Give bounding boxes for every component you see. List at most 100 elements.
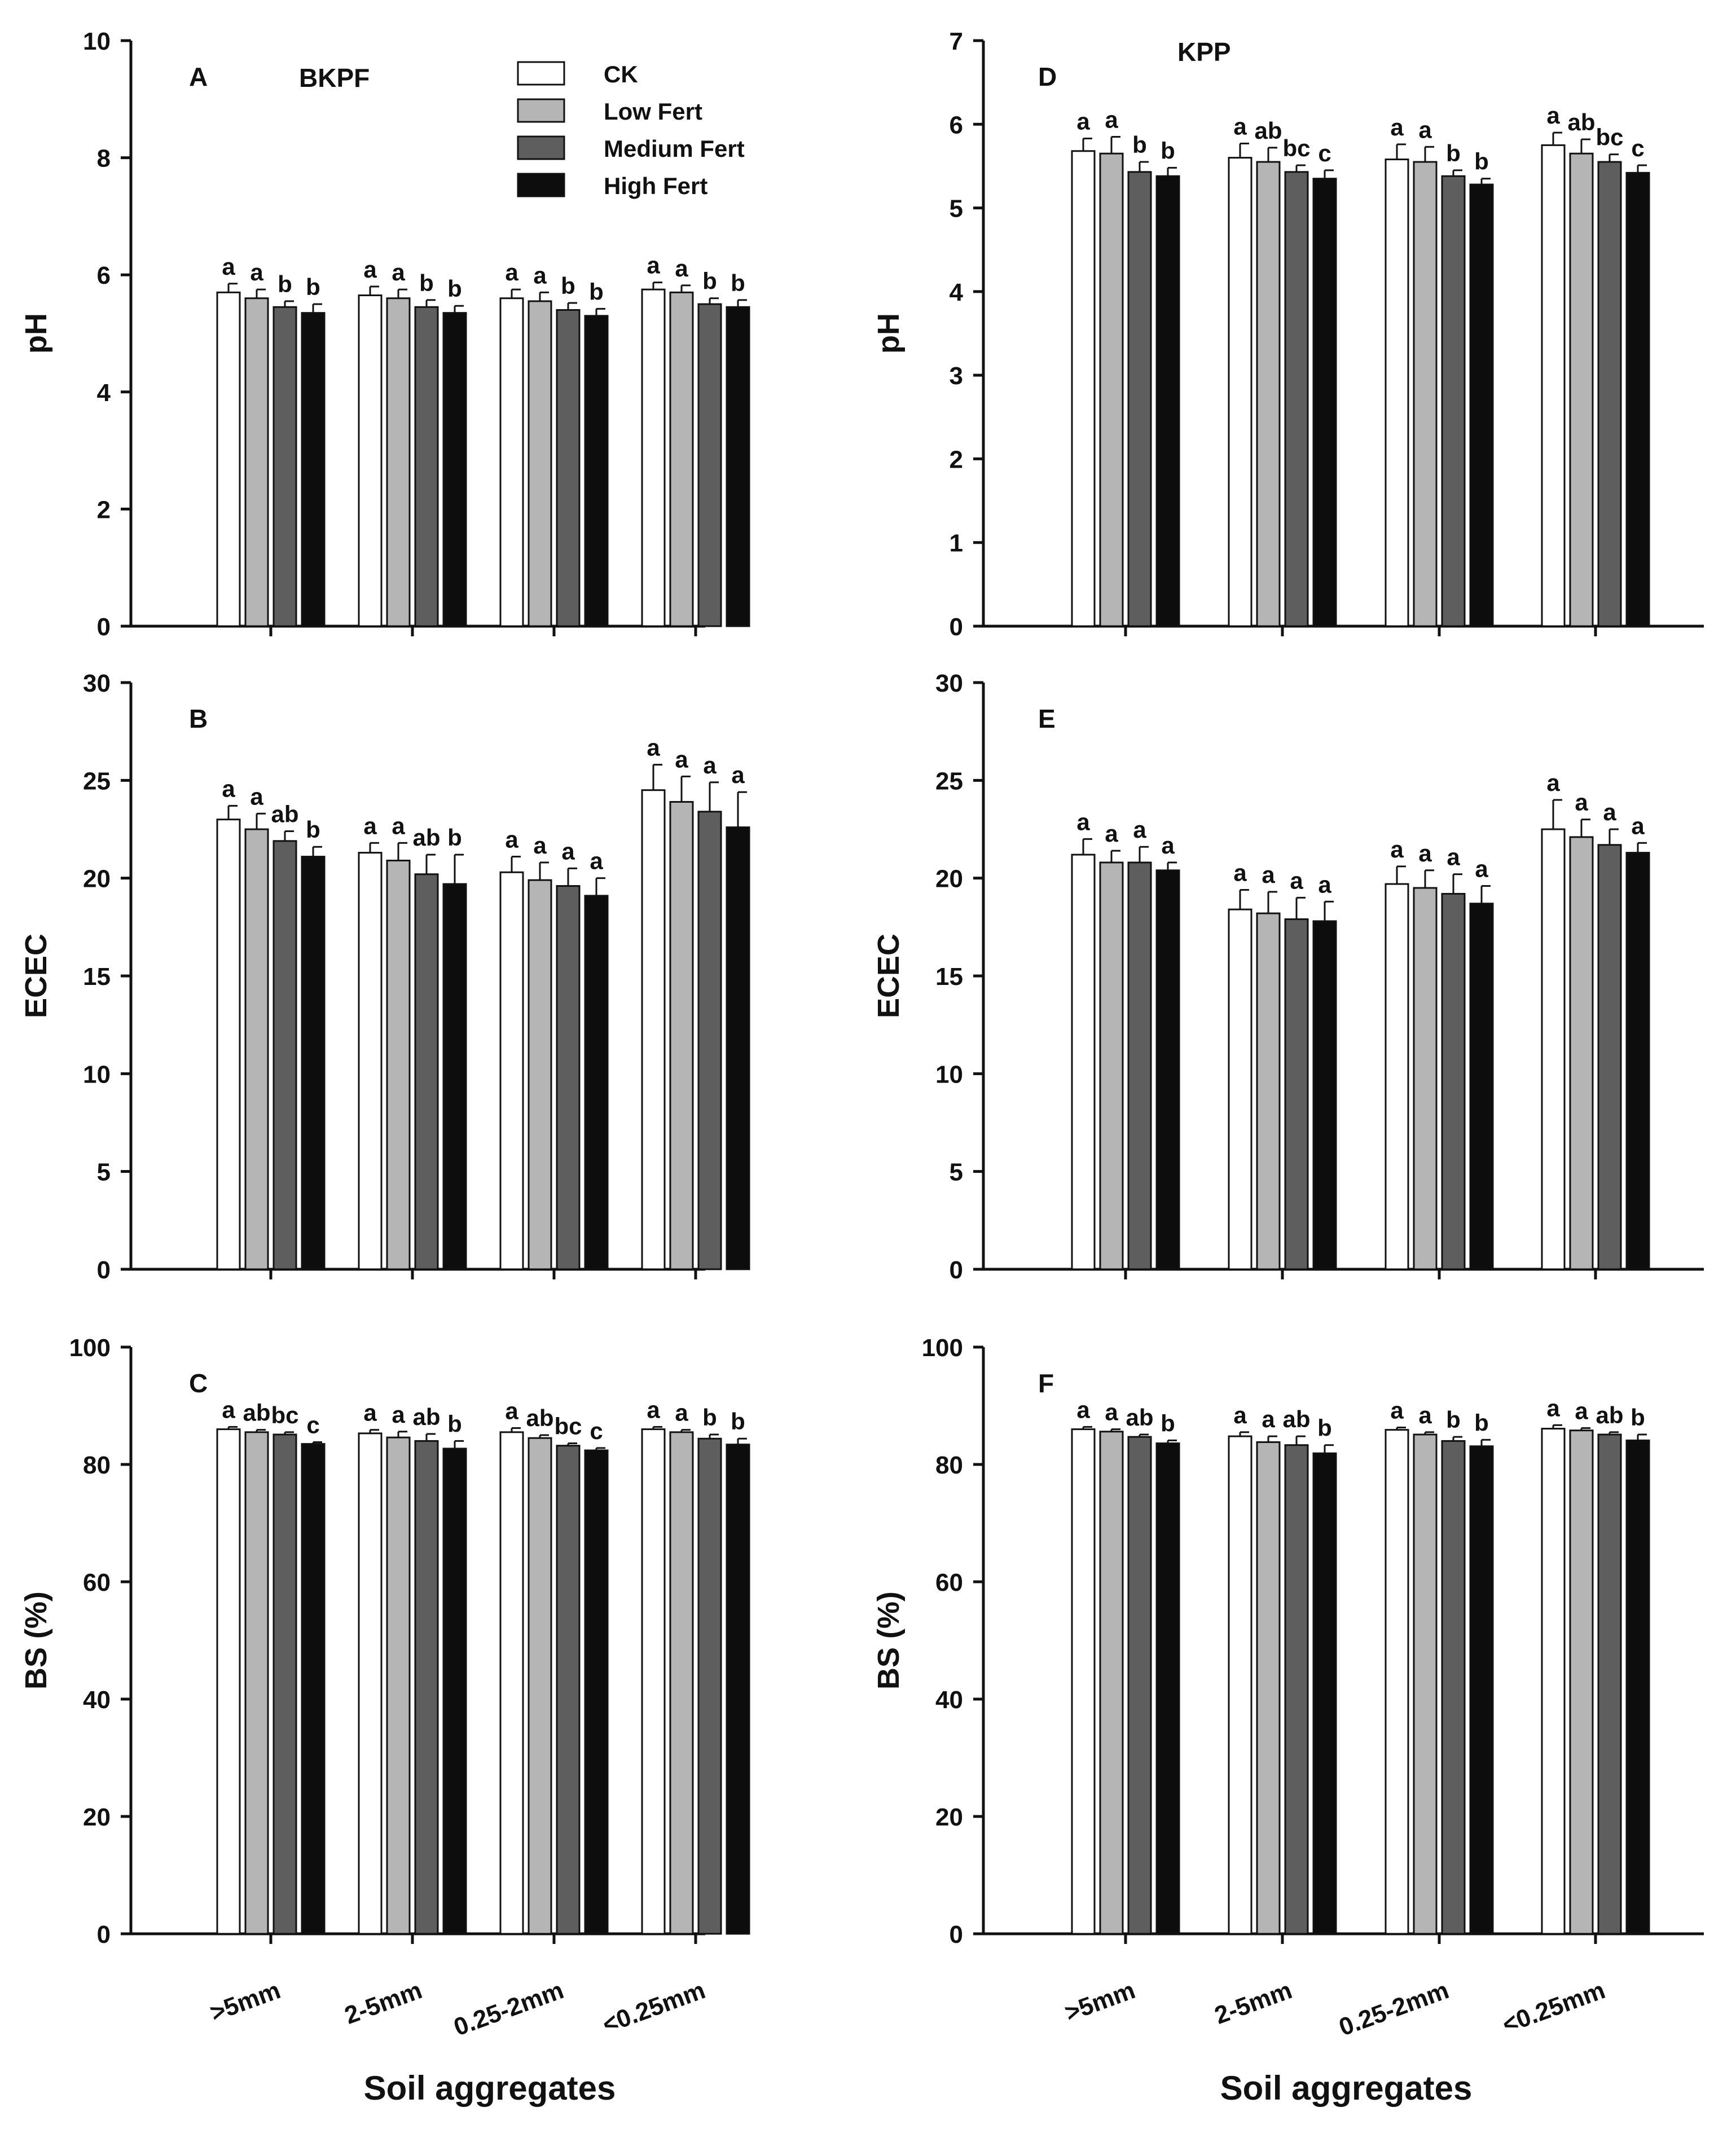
panel-c-y-tick-label: 60 [83,1569,111,1596]
panel-b-y-axis-title: ECEC [19,934,53,1018]
panel-f-category-label: 0.25-2mm [1335,1976,1453,2041]
panel-f-bar-high-fert [1312,1452,1337,1935]
panel-b-y-tick-label: 5 [97,1159,111,1186]
panel-d-bar-high-fert [1155,175,1180,627]
panel-f-category-label: 2-5mm [1211,1976,1295,2030]
panel-f-significance-label: a [1546,1394,1560,1421]
panel-f-y-tick-label: 40 [935,1686,963,1714]
legend-label-low-fert: Low Fert [604,98,702,125]
panel-e-significance-label: a [1546,769,1560,796]
panel-d-y-tick-label: 6 [950,111,963,139]
panel-d-y-tick-label: 7 [950,28,963,55]
panel-e-significance-label: a [1475,856,1488,882]
legend-swatch-low-fert [517,98,565,123]
panel-d-letter: D [1038,62,1057,91]
panel-c-bar-high-fert [584,1449,609,1935]
legend-label-medium-fert: Medium Fert [604,135,745,162]
panel-a-significance-label: a [675,255,688,281]
panel-d-bar-high-fert [1625,171,1650,627]
panel-f-significance-label: a [1575,1398,1588,1424]
panel-b-bar-low-fert [669,800,694,1270]
panel-c-significance-label: a [647,1396,660,1423]
panel-a-significance-label: b [561,272,575,299]
panel-b-significance-label: a [392,812,405,839]
panel-c-bar-medium-fert [556,1445,581,1935]
panel-b-y-tick-label: 20 [83,865,111,893]
panel-d-significance-label: c [1631,135,1644,161]
panel-d-bar-medium-fert [1597,161,1622,627]
panel-a-bar-medium-fert [556,309,581,627]
panel-d-significance-label: bc [1596,124,1623,151]
panel-e-bar-low-fert [1099,861,1124,1270]
panel-a-significance-label: a [250,259,263,285]
panel-b-significance-label: a [505,826,518,853]
panel-f-bar-high-fert [1625,1439,1650,1935]
panel-b-y-tick-label: 0 [97,1256,111,1284]
panel-b-bar-low-fert [528,879,552,1270]
panel-e-significance-label: a [1161,832,1175,859]
panel-f-significance-label: a [1233,1402,1247,1428]
panel-e-y-tick-label: 0 [950,1256,963,1284]
panel-f-y-tick-label: 60 [935,1569,963,1596]
panel-e-bar-medium-fert [1441,892,1466,1270]
panel-e-y-tick-label: 30 [935,670,963,697]
panel-e-bar-medium-fert [1597,844,1622,1270]
panel-c-bar-ck [499,1431,524,1935]
panel-a-significance-label: b [306,274,320,300]
panel-f-bar-ck [1541,1428,1566,1935]
panel-a-bar-high-fert [301,312,326,627]
panel-c-letter: C [189,1369,208,1398]
panel-c-significance-label: a [505,1398,518,1424]
panel-b-bar-high-fert [301,856,326,1270]
panel-d-significance-label: a [1390,114,1404,140]
panel-d-significance-label: b [1474,148,1489,175]
panel-c-significance-label: c [306,1411,319,1438]
legend: CK Low Fert Medium Fert High Fert [517,61,745,199]
panel-e-bar-low-fert [1256,912,1281,1270]
panel-f-significance-label: a [1390,1397,1404,1423]
panel-c-bar-high-fert [442,1448,467,1935]
panel-e-significance-label: a [1447,844,1460,870]
panel-d-y-tick-label: 5 [950,195,963,223]
panel-b-significance-label: a [731,762,745,788]
panel-e-bar-ck [1385,883,1409,1270]
panel-f-significance-label: ab [1596,1402,1623,1428]
panel-f-y-tick-label: 100 [922,1334,963,1362]
panel-e-y-tick-label: 10 [935,1061,963,1088]
panel-d-bar-ck [1541,144,1566,627]
panel-d-significance-label: bc [1282,135,1310,161]
site-label-bkpf: BKPF [299,63,370,93]
panel-d-bar-low-fert [1413,161,1438,627]
panel-a-bar-high-fert [584,315,609,627]
panel-c-significance-label: b [447,1410,462,1437]
panel-d-y-axis-title: pH [872,313,906,354]
panel-c-bar-medium-fert [273,1433,297,1935]
panel-c-category-label: 2-5mm [341,1976,425,2030]
panel-b-significance-label: a [363,812,377,839]
panel-d-y-tick-label: 0 [950,613,963,641]
panel-a-bar-low-fert [669,291,694,627]
panel-d-bar-medium-fert [1284,171,1309,627]
panel-b-significance-label: a [250,783,263,810]
panel-c-y-tick-label: 80 [83,1451,111,1479]
panel-d-significance-label: b [1161,137,1175,164]
panel-d-bar-low-fert [1099,152,1124,627]
panel-a-bar-high-fert [726,306,750,627]
panel-e-y-axis-title: ECEC [872,934,906,1018]
panel-d-significance-label: b [1446,140,1461,166]
panel-b-bar-low-fert [386,859,411,1270]
panel-f-bar-medium-fert [1127,1436,1152,1935]
panel-d-bar-high-fert [1312,178,1337,627]
panel-e-bar-high-fert [1155,869,1180,1270]
panel-a-significance-label: b [419,270,434,296]
panel-c-significance-label: ab [243,1400,270,1426]
panel-a-significance-label: b [278,271,292,297]
legend-swatch-high-fert [517,173,565,197]
panel-b-significance-label: a [703,752,717,778]
panel-c-significance-label: ab [526,1405,553,1431]
panel-e-significance-label: a [1318,871,1331,898]
panel-f-significance-label: a [1418,1402,1432,1428]
